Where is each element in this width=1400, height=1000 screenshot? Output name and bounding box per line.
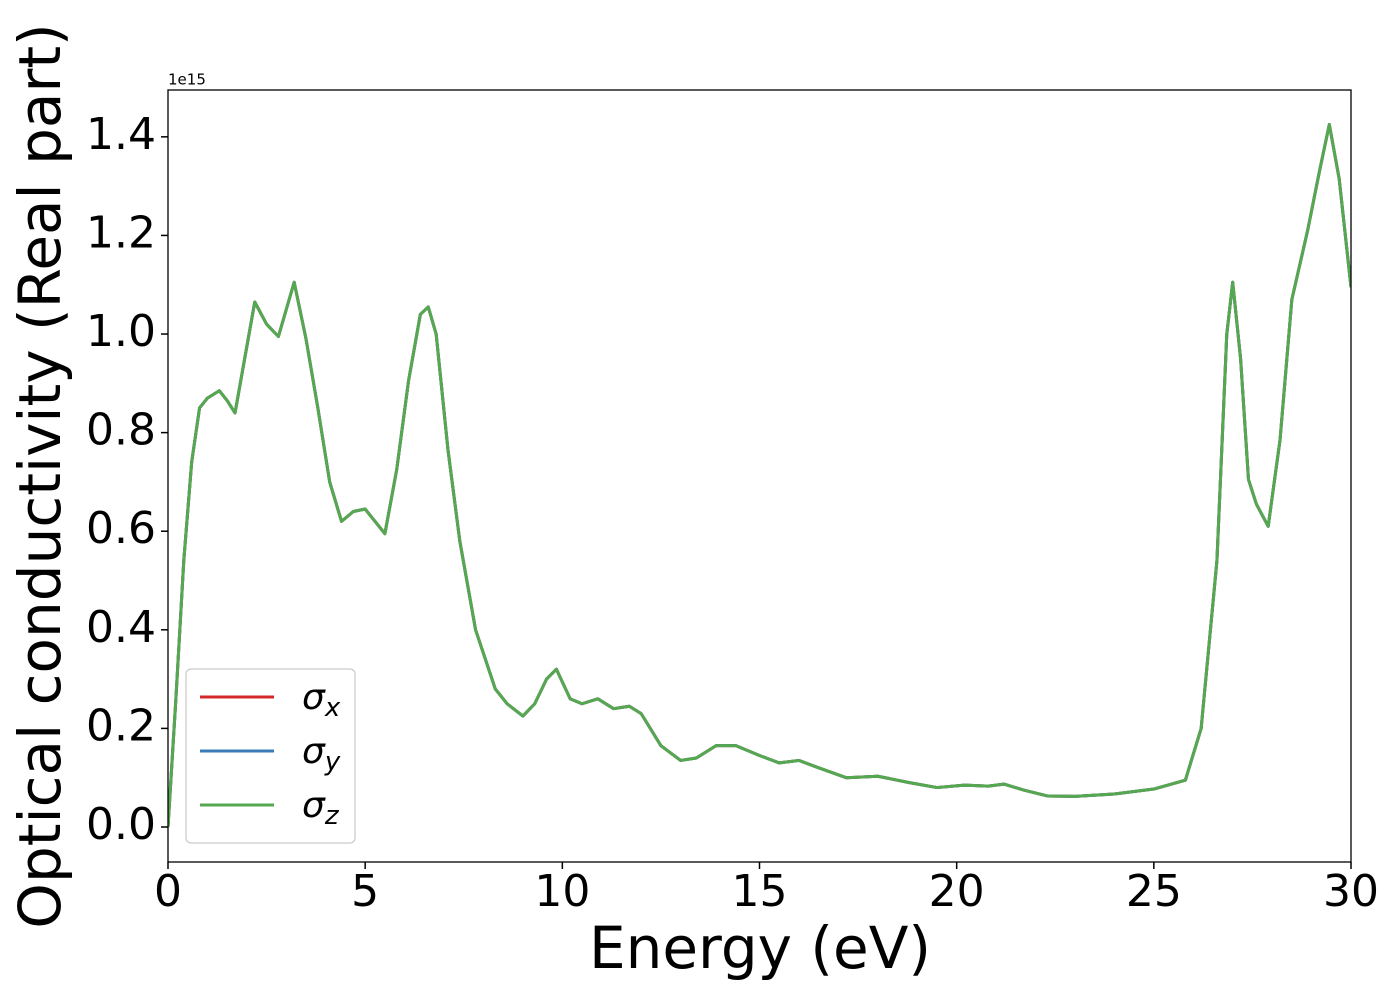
y-tick-label: 1.4 bbox=[86, 109, 156, 160]
plot-frame bbox=[167, 89, 1352, 863]
legend-box bbox=[185, 668, 356, 844]
y-tick-label: 1.2 bbox=[86, 207, 156, 258]
y-offset-label: 1e15 bbox=[168, 71, 206, 89]
y-tick-label: 0.8 bbox=[86, 405, 156, 456]
y-tick-label: 0.4 bbox=[86, 602, 156, 653]
x-tick-label: 0 bbox=[154, 866, 182, 917]
y-tick-label: 0.2 bbox=[86, 700, 156, 751]
x-tick-label: 15 bbox=[732, 866, 788, 917]
x-tick-label: 20 bbox=[929, 866, 985, 917]
x-tick-label: 10 bbox=[534, 866, 590, 917]
y-tick-label: 1.0 bbox=[86, 306, 156, 357]
series-line bbox=[168, 123, 1351, 828]
x-tick-label: 25 bbox=[1126, 866, 1182, 917]
y-tick-label: 0.0 bbox=[86, 799, 156, 850]
legend-label: σx bbox=[302, 677, 341, 723]
legend-label: σz bbox=[302, 785, 340, 831]
legend-label: σy bbox=[302, 731, 341, 777]
y-tick-label: 0.6 bbox=[86, 503, 156, 554]
y-axis-label: Optical conductivity (Real part) bbox=[6, 23, 74, 928]
x-axis-label: Energy (eV) bbox=[589, 914, 931, 982]
x-tick-label: 30 bbox=[1323, 866, 1379, 917]
x-tick-label: 5 bbox=[351, 866, 379, 917]
